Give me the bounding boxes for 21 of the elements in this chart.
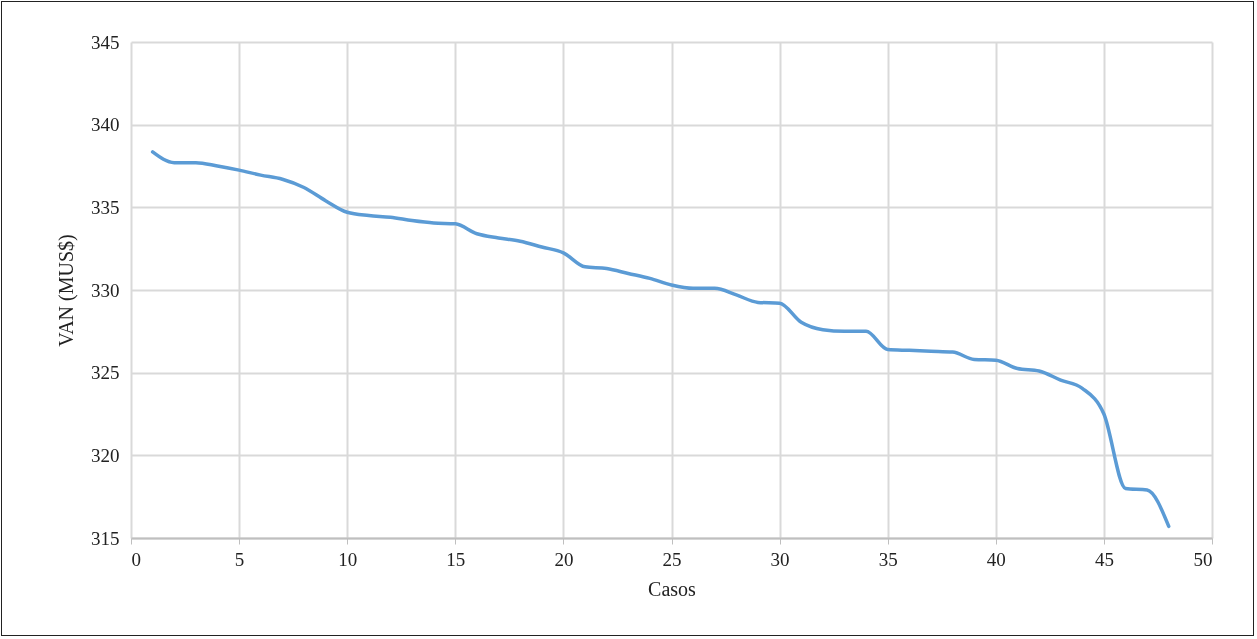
y-axis-title: VAN (MUS$) [55, 234, 78, 347]
x-tick-label: 0 [131, 548, 141, 570]
y-tick-label: 345 [91, 31, 120, 53]
y-tick-label: 325 [91, 362, 120, 384]
x-tick-label: 5 [234, 548, 245, 570]
x-tick-label: 40 [986, 548, 1006, 570]
y-tick-label: 340 [91, 114, 120, 136]
x-tick-label: 50 [1193, 548, 1213, 570]
x-tick-label: 30 [770, 548, 790, 570]
x-tick-label: 10 [338, 548, 358, 570]
line-series [150, 150, 1171, 529]
x-tick-label: 35 [878, 548, 898, 570]
x-tick-label: 25 [662, 548, 682, 570]
y-tick-label: 335 [91, 196, 120, 218]
x-tick-label: 45 [1094, 548, 1114, 570]
y-tick-label: 320 [91, 444, 120, 466]
y-tick-label: 330 [91, 279, 120, 301]
x-axis-title: Casos [648, 577, 697, 600]
x-tick-label: 20 [554, 548, 574, 570]
y-tick-label: 315 [91, 527, 120, 549]
x-tick-label: 15 [446, 548, 466, 570]
